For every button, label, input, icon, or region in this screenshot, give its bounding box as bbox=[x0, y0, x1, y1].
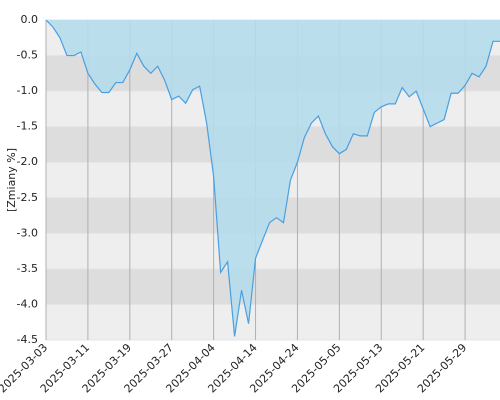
line bbox=[45, 19, 500, 337]
y-tick-label: -4.0 bbox=[17, 297, 38, 310]
grid-band bbox=[46, 233, 500, 269]
grid-band bbox=[46, 268, 500, 305]
y-tick-label: -2.5 bbox=[17, 191, 38, 204]
y-tick-label: -1.5 bbox=[17, 120, 38, 133]
y-tick-label: -1.0 bbox=[17, 84, 38, 97]
area bbox=[46, 20, 500, 337]
y-tick-label: -3.5 bbox=[17, 262, 38, 275]
y-tick-label: -2.0 bbox=[17, 155, 38, 168]
y-tick-label: 0.0 bbox=[21, 13, 39, 26]
y-axis-label: [Zmiany %] bbox=[5, 148, 18, 212]
y-tick-label: -4.5 bbox=[17, 333, 38, 346]
grid-band bbox=[46, 304, 500, 340]
y-tick-label: -0.5 bbox=[17, 49, 38, 62]
y-tick-label: -3.0 bbox=[17, 226, 38, 239]
